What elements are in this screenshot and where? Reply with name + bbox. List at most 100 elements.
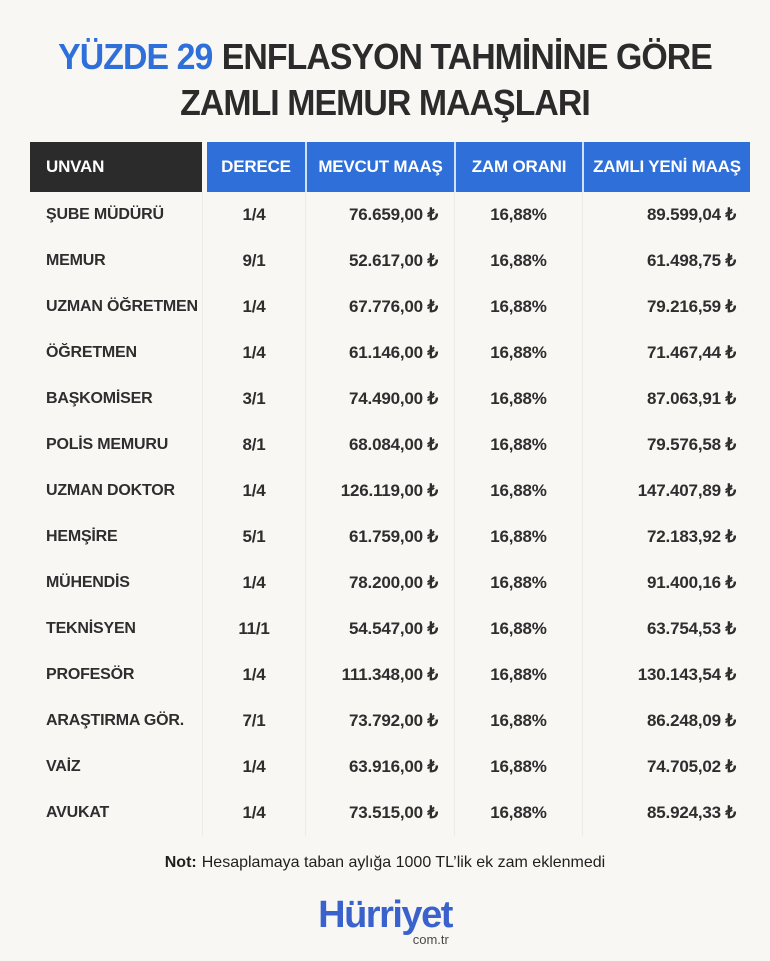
cell-zamli-yeni-maas: 72.183,92 ₺: [582, 514, 750, 560]
column-header-zamli-yeni-maas: ZAMLI YENİ MAAŞ: [582, 142, 750, 192]
cell-zamli-yeni-maas: 91.400,16 ₺: [582, 560, 750, 606]
cell-zamli-yeni-maas: 86.248,09 ₺: [582, 698, 750, 744]
cell-mevcut-maas: 67.776,00 ₺: [305, 284, 454, 330]
cell-zam-orani: 16,88%: [454, 192, 582, 238]
cell-unvan: VAİZ: [46, 758, 81, 775]
title-highlight: YÜZDE 29: [58, 36, 213, 77]
column-header-zam-orani: ZAM ORANI: [454, 142, 582, 192]
cell-mevcut-maas: 126.119,00 ₺: [305, 468, 454, 514]
column-header-unvan: UNVAN: [30, 142, 202, 192]
footnote: Not: Hesaplamaya taban aylığa 1000 TL’lik…: [0, 854, 770, 872]
cell-zam-orani: 16,88%: [454, 238, 582, 284]
cell-zam-orani: 16,88%: [454, 514, 582, 560]
table-row: BAŞKOMİSER 3/1 74.490,00 ₺ 16,88% 87.063,91 …: [30, 376, 750, 422]
title-line-2: ZAMLI MEMUR MAAŞLARI: [180, 82, 591, 123]
cell-derece: 1/4: [202, 192, 305, 238]
table-row: ARAŞTIRMA GÖR. 7/1 73.792,00 ₺ 16,88% 86.248…: [30, 698, 750, 744]
cell-derece: 1/4: [202, 652, 305, 698]
cell-zamli-yeni-maas: 74.705,02 ₺: [582, 744, 750, 790]
cell-mevcut-maas: 111.348,00 ₺: [305, 652, 454, 698]
cell-zamli-yeni-maas: 87.063,91 ₺: [582, 376, 750, 422]
cell-derece: 1/4: [202, 744, 305, 790]
cell-zamli-yeni-maas: 85.924,33 ₺: [582, 790, 750, 836]
cell-zamli-yeni-maas: 147.407,89 ₺: [582, 468, 750, 514]
table-row: AVUKAT 1/4 73.515,00 ₺ 16,88% 85.924,33 ₺: [30, 790, 750, 836]
cell-derece: 9/1: [202, 238, 305, 284]
table-row: ÖĞRETMEN 1/4 61.146,00 ₺ 16,88% 71.467,44 ₺: [30, 330, 750, 376]
cell-mevcut-maas: 76.659,00 ₺: [305, 192, 454, 238]
table-row: HEMŞİRE 5/1 61.759,00 ₺ 16,88% 72.183,92 ₺: [30, 514, 750, 560]
table-row: ŞUBE MÜDÜRÜ 1/4 76.659,00 ₺ 16,88% 89.599,04…: [30, 192, 750, 238]
cell-derece: 1/4: [202, 284, 305, 330]
cell-unvan: PROFESÖR: [46, 666, 135, 683]
table-row: UZMAN ÖĞRETMEN 1/4 67.776,00 ₺ 16,88% 79.216…: [30, 284, 750, 330]
cell-mevcut-maas: 73.515,00 ₺: [305, 790, 454, 836]
cell-unvan: ŞUBE MÜDÜRÜ: [46, 206, 164, 223]
cell-zam-orani: 16,88%: [454, 652, 582, 698]
cell-unvan: AVUKAT: [46, 804, 110, 821]
cell-unvan: ARAŞTIRMA GÖR.: [46, 712, 184, 729]
cell-derece: 11/1: [202, 606, 305, 652]
footnote-label: Not:: [164, 854, 197, 871]
cell-zam-orani: 16,88%: [454, 376, 582, 422]
cell-mevcut-maas: 63.916,00 ₺: [305, 744, 454, 790]
cell-zamli-yeni-maas: 79.576,58 ₺: [582, 422, 750, 468]
table-row: PROFESÖR 1/4 111.348,00 ₺ 16,88% 130.143,54 …: [30, 652, 750, 698]
salary-table: UNVAN DERECE MEVCUT MAAŞ ZAM ORANI ZAMLI…: [30, 142, 750, 836]
table-row: UZMAN DOKTOR 1/4 126.119,00 ₺ 16,88% 147.407…: [30, 468, 750, 514]
cell-derece: 1/4: [202, 560, 305, 606]
cell-zam-orani: 16,88%: [454, 698, 582, 744]
cell-zamli-yeni-maas: 63.754,53 ₺: [582, 606, 750, 652]
cell-mevcut-maas: 61.146,00 ₺: [305, 330, 454, 376]
cell-derece: 1/4: [202, 330, 305, 376]
cell-unvan: HEMŞİRE: [46, 528, 118, 545]
cell-unvan: TEKNİSYEN: [46, 620, 136, 637]
cell-mevcut-maas: 74.490,00 ₺: [305, 376, 454, 422]
title-line-1: YÜZDE 29 ENFLASYON TAHMİNİNE GÖRE: [23, 34, 747, 80]
cell-zamli-yeni-maas: 79.216,59 ₺: [582, 284, 750, 330]
cell-zam-orani: 16,88%: [454, 422, 582, 468]
table-row: MÜHENDİS 1/4 78.200,00 ₺ 16,88% 91.400,16 ₺: [30, 560, 750, 606]
table-row: POLİS MEMURU 8/1 68.084,00 ₺ 16,88% 79.576,5…: [30, 422, 750, 468]
footnote-text: Hesaplamaya taban aylığa 1000 TL’lik ek …: [201, 854, 606, 871]
column-header-mevcut-maas: MEVCUT MAAŞ: [305, 142, 454, 192]
table-body: ŞUBE MÜDÜRÜ 1/4 76.659,00 ₺ 16,88% 89.599,04…: [30, 192, 750, 836]
table-row: MEMUR 9/1 52.617,00 ₺ 16,88% 61.498,75 ₺: [30, 238, 750, 284]
cell-zamli-yeni-maas: 130.143,54 ₺: [582, 652, 750, 698]
cell-unvan: ÖĞRETMEN: [46, 344, 137, 361]
cell-derece: 5/1: [202, 514, 305, 560]
cell-derece: 3/1: [202, 376, 305, 422]
hurriyet-wordmark: Hürriyet: [318, 894, 453, 936]
cell-zam-orani: 16,88%: [454, 790, 582, 836]
cell-zam-orani: 16,88%: [454, 744, 582, 790]
cell-mevcut-maas: 78.200,00 ₺: [305, 560, 454, 606]
cell-zamli-yeni-maas: 61.498,75 ₺: [582, 238, 750, 284]
cell-unvan: POLİS MEMURU: [46, 436, 169, 453]
cell-zam-orani: 16,88%: [454, 468, 582, 514]
cell-unvan: UZMAN DOKTOR: [46, 482, 175, 499]
cell-derece: 1/4: [202, 468, 305, 514]
cell-zam-orani: 16,88%: [454, 330, 582, 376]
hurriyet-domain-suffix: com.tr: [412, 932, 449, 947]
cell-mevcut-maas: 52.617,00 ₺: [305, 238, 454, 284]
cell-mevcut-maas: 54.547,00 ₺: [305, 606, 454, 652]
title-line1-rest: ENFLASYON TAHMİNİNE GÖRE: [221, 36, 713, 77]
cell-unvan: MEMUR: [46, 252, 106, 269]
publisher-logo-inner: Hürriyet com.tr: [318, 894, 453, 947]
table-row: TEKNİSYEN 11/1 54.547,00 ₺ 16,88% 63.754,53 …: [30, 606, 750, 652]
cell-derece: 8/1: [202, 422, 305, 468]
cell-mevcut-maas: 68.084,00 ₺: [305, 422, 454, 468]
cell-zamli-yeni-maas: 71.467,44 ₺: [582, 330, 750, 376]
publisher-logo: Hürriyet com.tr: [0, 896, 770, 949]
column-header-derece: DERECE: [202, 142, 305, 192]
cell-unvan: BAŞKOMİSER: [46, 390, 153, 407]
cell-mevcut-maas: 61.759,00 ₺: [305, 514, 454, 560]
table-header-row: UNVAN DERECE MEVCUT MAAŞ ZAM ORANI ZAMLI…: [30, 142, 750, 192]
page-title: YÜZDE 29 ENFLASYON TAHMİNİNE GÖRE ZAMLI M…: [23, 0, 747, 126]
cell-zam-orani: 16,88%: [454, 560, 582, 606]
cell-unvan: UZMAN ÖĞRETMEN: [46, 298, 198, 315]
cell-mevcut-maas: 73.792,00 ₺: [305, 698, 454, 744]
cell-unvan: MÜHENDİS: [46, 574, 130, 591]
cell-derece: 7/1: [202, 698, 305, 744]
table-row: VAİZ 1/4 63.916,00 ₺ 16,88% 74.705,02 ₺: [30, 744, 750, 790]
